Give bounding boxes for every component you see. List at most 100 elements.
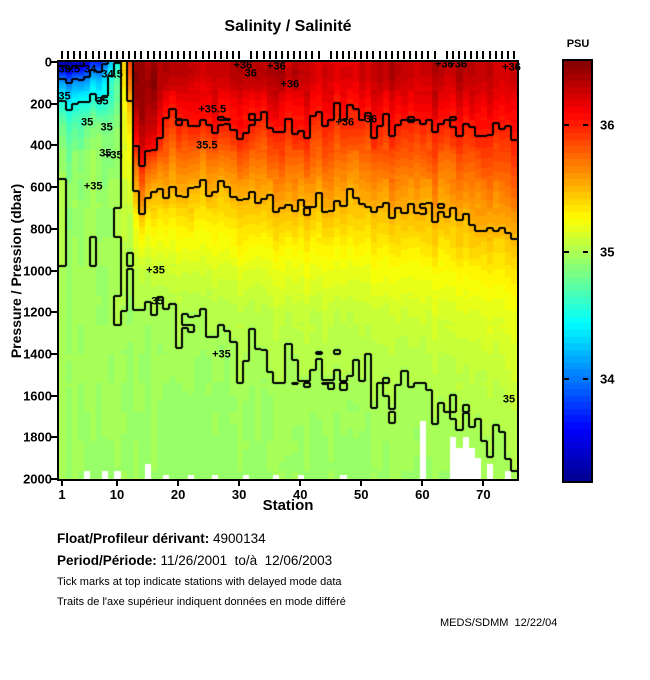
delayed-mode-tick <box>403 51 406 59</box>
y-tick-label: 1000 <box>23 263 52 278</box>
delayed-mode-tick <box>366 51 369 59</box>
colorbar-tick <box>583 378 588 381</box>
contour-label: 35 <box>151 295 164 308</box>
x-tick-label: 20 <box>170 487 186 502</box>
delayed-mode-tick <box>152 51 155 59</box>
delayed-mode-tick <box>396 51 399 59</box>
delayed-mode-tick <box>470 51 473 59</box>
delayed-mode-tick <box>232 51 235 59</box>
delayed-mode-tick <box>506 51 509 59</box>
delayed-mode-tick <box>482 51 485 59</box>
y-tick <box>51 436 57 439</box>
contour-label: 34.5 <box>101 68 123 81</box>
delayed-mode-tick <box>213 51 216 59</box>
delayed-mode-tick <box>207 51 210 59</box>
colorbar-tick <box>564 250 569 253</box>
y-tick-label: 1800 <box>23 429 52 445</box>
delayed-mode-tick <box>177 51 180 59</box>
delayed-mode-tick <box>451 51 454 59</box>
contour-label: +36 <box>335 116 355 129</box>
delayed-mode-tick <box>183 51 186 59</box>
delayed-mode-tick <box>164 51 167 59</box>
delayed-mode-tick <box>421 51 424 59</box>
y-tick <box>51 311 57 314</box>
delayed-mode-tick <box>195 51 198 59</box>
colorbar-canvas <box>564 61 591 481</box>
y-tick <box>51 144 57 147</box>
colorbar-tick <box>564 123 569 126</box>
contour-label: +36 <box>448 58 468 71</box>
contour-label: +35.5 <box>198 103 227 116</box>
contour-label: 36 <box>244 67 257 80</box>
period-label: Period/Période: <box>57 553 157 568</box>
y-tick <box>51 352 57 355</box>
colorbar-tick <box>583 123 588 126</box>
colorbar-tick-label: 36 <box>600 117 615 133</box>
float-id-value: 4900134 <box>209 531 266 546</box>
contour-label: 35 <box>100 121 113 134</box>
delayed-mode-tick <box>158 51 161 59</box>
delayed-mode-tick <box>262 51 265 59</box>
chart-title: Salinity / Salinité <box>224 18 352 35</box>
delayed-mode-tick <box>109 51 112 59</box>
delayed-mode-tick <box>464 51 467 59</box>
delayed-mode-tick <box>67 51 70 59</box>
x-tick <box>299 480 302 486</box>
contour-label: 35 <box>96 95 109 108</box>
delayed-mode-tick <box>116 51 118 59</box>
delayed-mode-tick <box>341 51 344 59</box>
contour-label: +36 <box>233 59 253 72</box>
contour-label: 35 <box>58 90 71 103</box>
contour-label: +36 <box>502 61 521 74</box>
x-tick-label: 1 <box>58 487 66 502</box>
x-tick-label: 50 <box>354 487 369 502</box>
y-tick <box>51 394 57 397</box>
delayed-mode-tick <box>85 51 88 59</box>
x-tick-label: 40 <box>292 487 308 502</box>
delayed-mode-tick <box>372 51 375 59</box>
delayed-mode-tick <box>73 51 76 59</box>
delayed-mode-tick <box>494 51 497 59</box>
contour-label: +35 <box>83 180 103 193</box>
note-english: Tick marks at top indicate stations with… <box>57 576 342 588</box>
y-tick <box>51 269 57 272</box>
colorbar-tick <box>583 250 588 253</box>
y-tick-label: 0 <box>44 54 52 70</box>
x-tick-label: 10 <box>109 487 125 502</box>
delayed-mode-tick <box>427 51 430 59</box>
contour-label: +36 <box>267 60 286 73</box>
delayed-mode-tick <box>122 51 125 59</box>
delayed-mode-tick <box>170 51 173 59</box>
delayed-mode-tick <box>476 51 479 59</box>
delayed-mode-tick <box>238 51 241 59</box>
contour-label: 34 <box>84 63 97 76</box>
delayed-mode-tick <box>280 51 283 59</box>
delayed-mode-tick <box>140 51 143 59</box>
salinity-heatmap-canvas <box>59 62 517 479</box>
delayed-mode-tick <box>201 51 204 59</box>
y-tick <box>51 102 57 105</box>
y-tick-label: 400 <box>30 137 52 153</box>
x-tick <box>421 480 424 486</box>
delayed-mode-tick <box>79 51 82 59</box>
delayed-mode-tick <box>287 51 289 59</box>
colorbar-tick <box>564 378 569 381</box>
y-tick-label: 2000 <box>23 471 52 487</box>
contour-label: 35 <box>99 147 112 160</box>
delayed-mode-tick <box>128 51 131 59</box>
colorbar-tick-label: 35 <box>600 244 615 260</box>
delayed-mode-tick <box>219 51 222 59</box>
delayed-mode-tick <box>348 51 351 59</box>
colorbar-tick-label: 34 <box>600 371 615 387</box>
delayed-mode-tick <box>91 51 94 59</box>
delayed-mode-tick <box>305 51 308 59</box>
colorbar-unit-label: PSU <box>566 38 590 50</box>
delayed-mode-tick <box>256 51 259 59</box>
y-tick <box>51 227 57 230</box>
delayed-mode-tick <box>445 51 448 59</box>
x-tick <box>177 480 180 486</box>
x-tick-label: 70 <box>476 487 491 502</box>
x-tick-label: 60 <box>415 487 430 502</box>
float-id-label: Float/Profileur dérivant: <box>57 531 210 546</box>
